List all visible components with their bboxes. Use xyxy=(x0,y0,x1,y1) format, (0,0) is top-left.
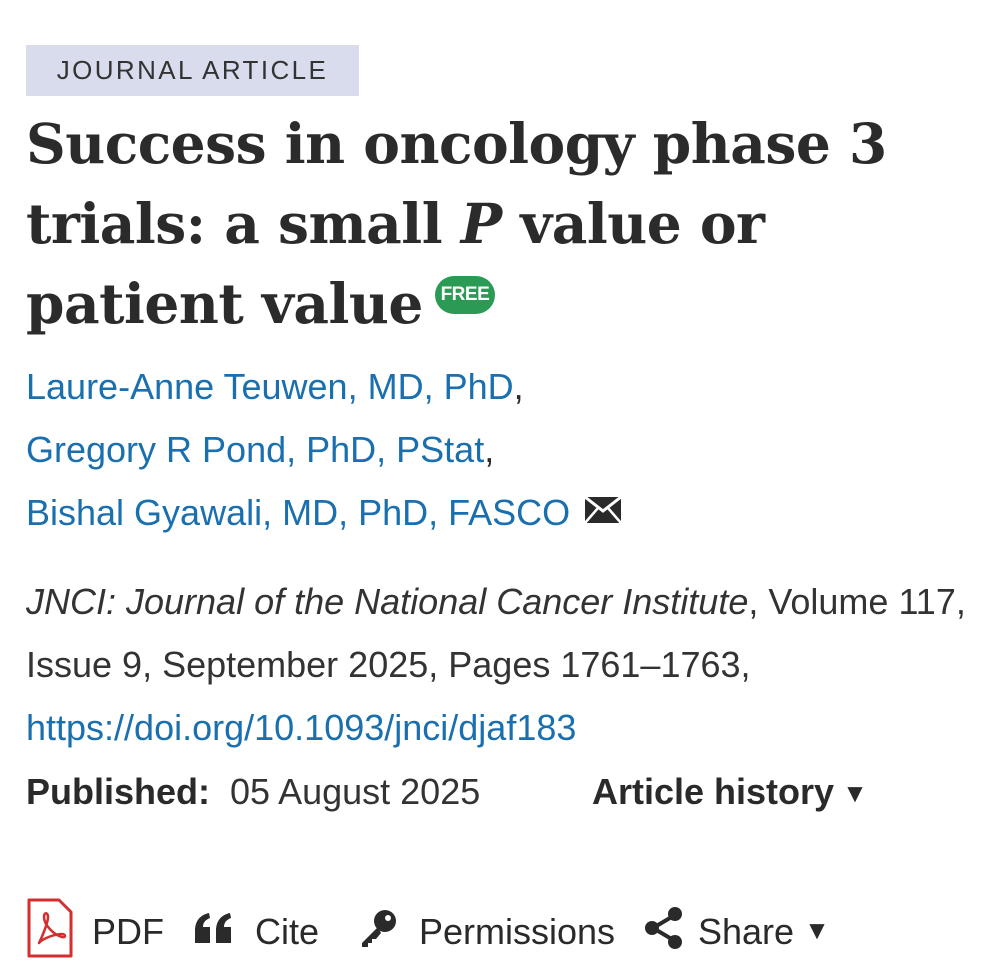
published-label: Published: xyxy=(26,771,211,812)
author-link-gyawali[interactable]: Bishal Gyawali, MD, PhD, FASCO xyxy=(26,492,571,533)
author-line: Laure-Anne Teuwen, MD, PhD, xyxy=(26,355,622,418)
article-toolbar: PDF Cite Permissions xyxy=(26,898,986,964)
key-icon xyxy=(359,908,399,957)
article-history-label: Article history xyxy=(592,771,835,812)
pdf-icon xyxy=(26,897,74,968)
article-type-badge: JOURNAL ARTICLE xyxy=(26,45,359,96)
article-history-toggle[interactable]: Article history ▼ xyxy=(592,764,868,823)
quote-icon xyxy=(193,911,235,954)
author-separator: , xyxy=(513,366,524,407)
author-line: Gregory R Pond, PhD, PStat, xyxy=(26,418,622,481)
published-row: Published: 05 August 2025 Article history… xyxy=(26,764,966,820)
author-separator: , xyxy=(484,429,495,470)
pdf-label: PDF xyxy=(92,911,164,952)
title-italic-p: P xyxy=(460,191,502,256)
author-list: Laure-Anne Teuwen, MD, PhD, Gregory R Po… xyxy=(26,355,623,547)
pdf-button[interactable]: PDF xyxy=(26,898,164,964)
citation-block: JNCI: Journal of the National Cancer Ins… xyxy=(26,570,966,759)
author-line: Bishal Gyawali, MD, PhD, FASCO xyxy=(26,480,623,547)
article-title: Success in oncology phase 3 trials: a sm… xyxy=(26,104,986,344)
citation-details: , Volume 117, Issue 9, September 2025, P… xyxy=(26,581,966,685)
journal-name: JNCI: Journal of the National Cancer Ins… xyxy=(26,581,749,622)
share-label: Share xyxy=(698,911,795,952)
doi-link[interactable]: https://doi.org/10.1093/jnci/djaf183 xyxy=(26,707,577,748)
chevron-down-icon: ▼ xyxy=(804,914,830,945)
permissions-label: Permissions xyxy=(419,911,616,952)
author-link-teuwen[interactable]: Laure-Anne Teuwen, MD, PhD xyxy=(26,366,514,407)
permissions-button[interactable]: Permissions xyxy=(359,900,615,964)
title-text-part2: value or patient value xyxy=(26,191,765,336)
author-link-pond[interactable]: Gregory R Pond, PhD, PStat xyxy=(26,429,485,470)
title-text-part1: Success in oncology phase 3 trials: a sm… xyxy=(26,111,887,256)
envelope-icon[interactable] xyxy=(584,480,623,543)
cite-button[interactable]: Cite xyxy=(193,900,319,964)
published-date: 05 August 2025 xyxy=(230,771,481,812)
cite-label: Cite xyxy=(255,911,320,952)
share-button[interactable]: Share ▼ xyxy=(644,900,830,964)
free-access-badge: FREE xyxy=(434,275,495,314)
share-icon xyxy=(644,906,684,958)
chevron-down-icon: ▼ xyxy=(842,778,868,808)
